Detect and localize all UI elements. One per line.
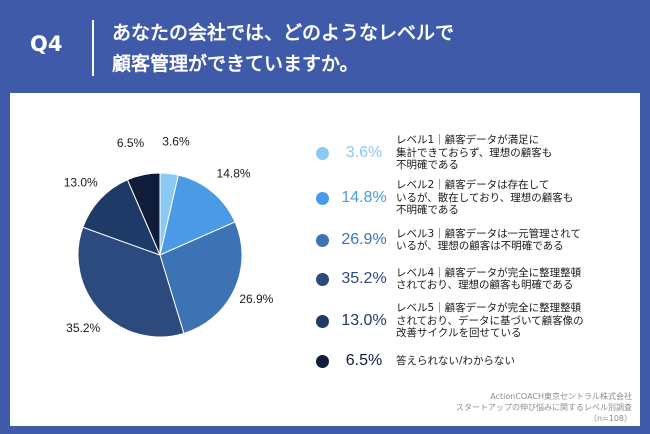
question-title: あなたの会社では、どのようなレベルで 顧客管理ができていますか。 [112, 22, 455, 75]
legend-item-level5: 13.0% レベル5｜顧客データが完全に整理整頓 されており、データに基づいて顧… [316, 301, 636, 341]
legend-description: レベル1｜顧客データが満足に 集計できておらず、理想の顧客も 不明確である [396, 134, 553, 172]
pie-label-4: 35.2% [66, 321, 100, 335]
pie-slice-3 [159, 221, 243, 335]
legend-item-unknown: 6.5% 答えられない/わからない [316, 341, 636, 381]
legend-dot [316, 146, 329, 160]
pie-chart: 3.6% 14.8% 26.9% 35.2% 13.0% 6.5% [64, 135, 274, 338]
legend-percentage: 3.6% [345, 144, 383, 161]
legend-item-level2: 14.8% レベル2｜顧客データは存在して いるが、散在しており、理想の顧客も … [316, 178, 636, 218]
legend-dot [316, 272, 329, 286]
pie-slice-5 [82, 179, 161, 256]
legend-percentage: 6.5% [345, 352, 383, 369]
legend-item-level1: 3.6% レベル1｜顧客データが満足に 集計できておらず、理想の顧客も 不明確で… [316, 133, 636, 173]
legend-description: レベル4｜顧客データが完全に整理整頓 されており、理想の顧客も明確である [396, 266, 582, 292]
logo-text: リサピー [31, 412, 84, 428]
legend-description: レベル3｜顧客データは一元管理されて いるが、理想の顧客は不明確である [396, 227, 581, 253]
legend-percentage: 13.0% [341, 312, 387, 329]
legend-percentage: 35.2% [341, 270, 387, 287]
legend-dot [316, 191, 329, 205]
legend-dot [316, 354, 329, 368]
source-note: ActionCOACH東京セントラル株式会社 スタートアップの伸び悩みに関するレ… [456, 392, 632, 423]
legend-item-level4: 35.2% レベル4｜顧客データが完全に整理整頓 されており、理想の顧客も明確で… [316, 259, 636, 299]
pie-label-5: 13.0% [64, 175, 98, 189]
pie-label-6: 6.5% [117, 136, 145, 150]
pie-slice-6 [126, 172, 161, 256]
legend-description: 答えられない/わからない [396, 354, 516, 367]
legend-dot [316, 233, 329, 247]
logo-icon [12, 410, 27, 426]
brand-logo: リサピー [12, 408, 83, 428]
legend-description: レベル2｜顧客データは存在して いるが、散在しており、理想の顧客も 不明確である [396, 179, 574, 217]
legend-percentage: 14.8% [341, 189, 387, 206]
legend-percentage: 26.9% [341, 231, 387, 248]
legend-dot [316, 314, 329, 328]
pie-slice-4 [77, 226, 185, 338]
pie-label-1: 3.6% [162, 135, 190, 149]
legend-description: レベル5｜顧客データが完全に整理整頓 されており、データに基づいて顧客像の 改善… [396, 302, 584, 340]
pie-slice-2 [159, 174, 236, 256]
legend-item-level3: 26.9% レベル3｜顧客データは一元管理されて いるが、理想の顧客は不明確であ… [316, 220, 636, 260]
header: Q4 あなたの会社では、どのようなレベルで 顧客管理ができていますか。 [0, 0, 650, 92]
pie-label-2: 14.8% [217, 166, 251, 180]
question-number: Q4 [30, 32, 63, 56]
pie-label-3: 26.9% [239, 292, 273, 306]
header-divider [92, 20, 94, 76]
chart-card: 3.6% 14.8% 26.9% 35.2% 13.0% 6.5% 3.6% レベル1｜顧… [10, 93, 640, 426]
